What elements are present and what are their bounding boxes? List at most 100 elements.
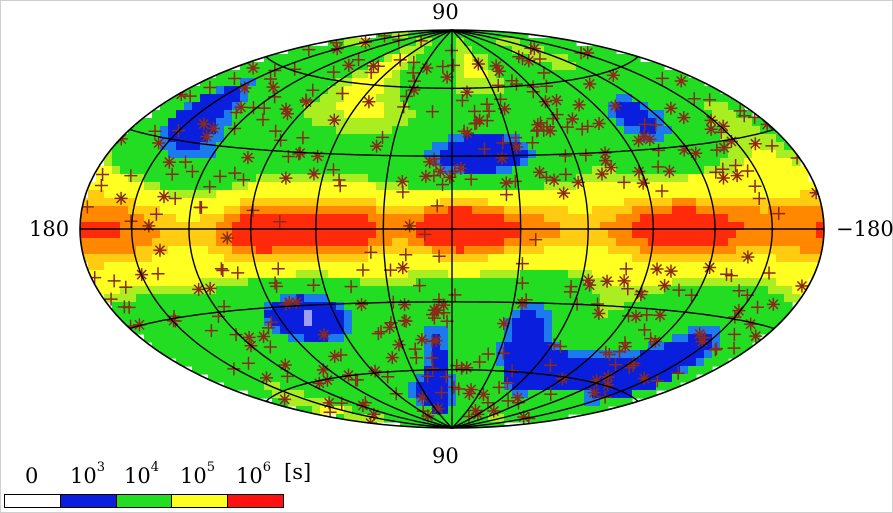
asterisk-marker bbox=[443, 170, 457, 184]
asterisk-marker bbox=[522, 54, 536, 68]
asterisk-marker bbox=[581, 273, 595, 287]
asterisk-marker bbox=[547, 173, 561, 187]
plus-marker bbox=[714, 125, 728, 139]
asterisk-marker bbox=[383, 320, 397, 334]
asterisk-marker bbox=[468, 404, 482, 418]
asterisk-marker bbox=[760, 117, 774, 131]
asterisk-marker bbox=[487, 404, 501, 418]
colorbar-segment-0 bbox=[5, 495, 61, 507]
asterisk-marker bbox=[492, 64, 506, 78]
plus-marker bbox=[185, 165, 199, 179]
plus-marker bbox=[96, 168, 110, 182]
asterisk-marker bbox=[515, 297, 529, 311]
plus-marker bbox=[124, 214, 138, 228]
asterisk-marker bbox=[795, 279, 809, 293]
asterisk-marker bbox=[368, 364, 382, 378]
asterisk-marker bbox=[618, 340, 632, 354]
colorbar-tick-labels: 0 103 104 105 106 bbox=[0, 460, 340, 490]
asterisk-marker bbox=[454, 161, 468, 175]
asterisk-marker bbox=[583, 77, 597, 91]
asterisk-marker bbox=[637, 129, 651, 143]
plus-marker bbox=[430, 199, 444, 213]
plus-marker bbox=[306, 83, 320, 97]
plus-marker bbox=[547, 338, 561, 352]
plus-marker bbox=[447, 380, 461, 394]
plus-marker bbox=[480, 97, 494, 111]
plus-marker bbox=[737, 109, 751, 123]
plus-marker bbox=[509, 131, 523, 145]
parallel-line bbox=[265, 56, 639, 90]
plus-marker bbox=[432, 249, 446, 263]
asterisk-marker bbox=[460, 85, 474, 99]
asterisk-marker bbox=[732, 304, 746, 318]
asterisk-marker bbox=[716, 171, 730, 185]
plus-marker bbox=[468, 104, 482, 118]
plus-marker bbox=[526, 85, 540, 99]
asterisk-marker bbox=[476, 387, 490, 401]
asterisk-marker bbox=[664, 101, 678, 115]
asterisk-marker bbox=[460, 126, 474, 140]
plus-marker bbox=[537, 66, 551, 80]
plus-marker bbox=[165, 167, 179, 181]
asterisk-marker bbox=[604, 161, 618, 175]
colorbar-tick-1: 103 bbox=[70, 460, 106, 488]
colorbar-tick-4: 106 bbox=[236, 460, 272, 488]
plus-marker bbox=[203, 180, 217, 194]
asterisk-marker bbox=[497, 316, 511, 330]
asterisk-marker bbox=[355, 298, 369, 312]
plus-marker bbox=[751, 300, 765, 314]
asterisk-marker bbox=[174, 87, 188, 101]
plus-marker bbox=[94, 179, 108, 193]
asterisk-marker bbox=[533, 165, 547, 179]
plus-marker bbox=[332, 173, 346, 187]
plus-marker bbox=[231, 266, 245, 280]
plus-marker bbox=[515, 257, 529, 271]
plus-marker bbox=[262, 321, 276, 335]
asterisk-marker bbox=[744, 317, 758, 331]
asterisk-marker bbox=[403, 219, 417, 233]
asterisk-marker bbox=[748, 137, 762, 151]
plus-marker bbox=[697, 331, 711, 345]
asterisk-marker bbox=[592, 116, 606, 130]
plus-marker bbox=[256, 113, 270, 127]
plus-marker bbox=[352, 53, 366, 67]
plus-marker bbox=[335, 87, 349, 101]
asterisk-marker bbox=[590, 373, 604, 387]
asterisk-marker bbox=[114, 191, 128, 205]
colorbar-tick-3: 105 bbox=[180, 460, 216, 488]
asterisk-marker bbox=[464, 383, 478, 397]
asterisk-marker bbox=[677, 111, 691, 125]
plus-marker bbox=[399, 248, 413, 262]
plus-marker bbox=[271, 262, 285, 276]
asterisk-marker bbox=[643, 132, 657, 146]
asterisk-marker bbox=[581, 46, 595, 60]
plus-marker bbox=[720, 267, 734, 281]
plus-marker bbox=[558, 149, 572, 163]
plus-marker bbox=[579, 148, 593, 162]
plus-marker bbox=[655, 184, 669, 198]
asterisk-marker bbox=[197, 117, 211, 131]
plus-marker bbox=[617, 175, 631, 189]
asterisk-marker bbox=[664, 264, 678, 278]
asterisk-marker bbox=[427, 303, 441, 317]
asterisk-marker bbox=[571, 175, 585, 189]
plus-marker bbox=[292, 147, 306, 161]
asterisk-marker bbox=[693, 327, 707, 341]
plus-marker bbox=[644, 332, 658, 346]
plus-marker bbox=[473, 355, 487, 369]
plus-marker bbox=[216, 264, 230, 278]
plus-marker bbox=[263, 340, 277, 354]
plus-marker bbox=[436, 60, 450, 74]
asterisk-marker bbox=[598, 146, 612, 160]
label-right-minus-180: −180 bbox=[836, 217, 893, 241]
plus-marker bbox=[560, 120, 574, 134]
plus-marker bbox=[496, 136, 510, 150]
asterisk-marker bbox=[716, 119, 730, 133]
plus-marker bbox=[727, 341, 741, 355]
plus-marker bbox=[407, 74, 421, 88]
plus-marker bbox=[397, 314, 411, 328]
asterisk-marker bbox=[299, 95, 313, 109]
asterisk-marker bbox=[316, 363, 330, 377]
plus-marker bbox=[772, 207, 786, 221]
